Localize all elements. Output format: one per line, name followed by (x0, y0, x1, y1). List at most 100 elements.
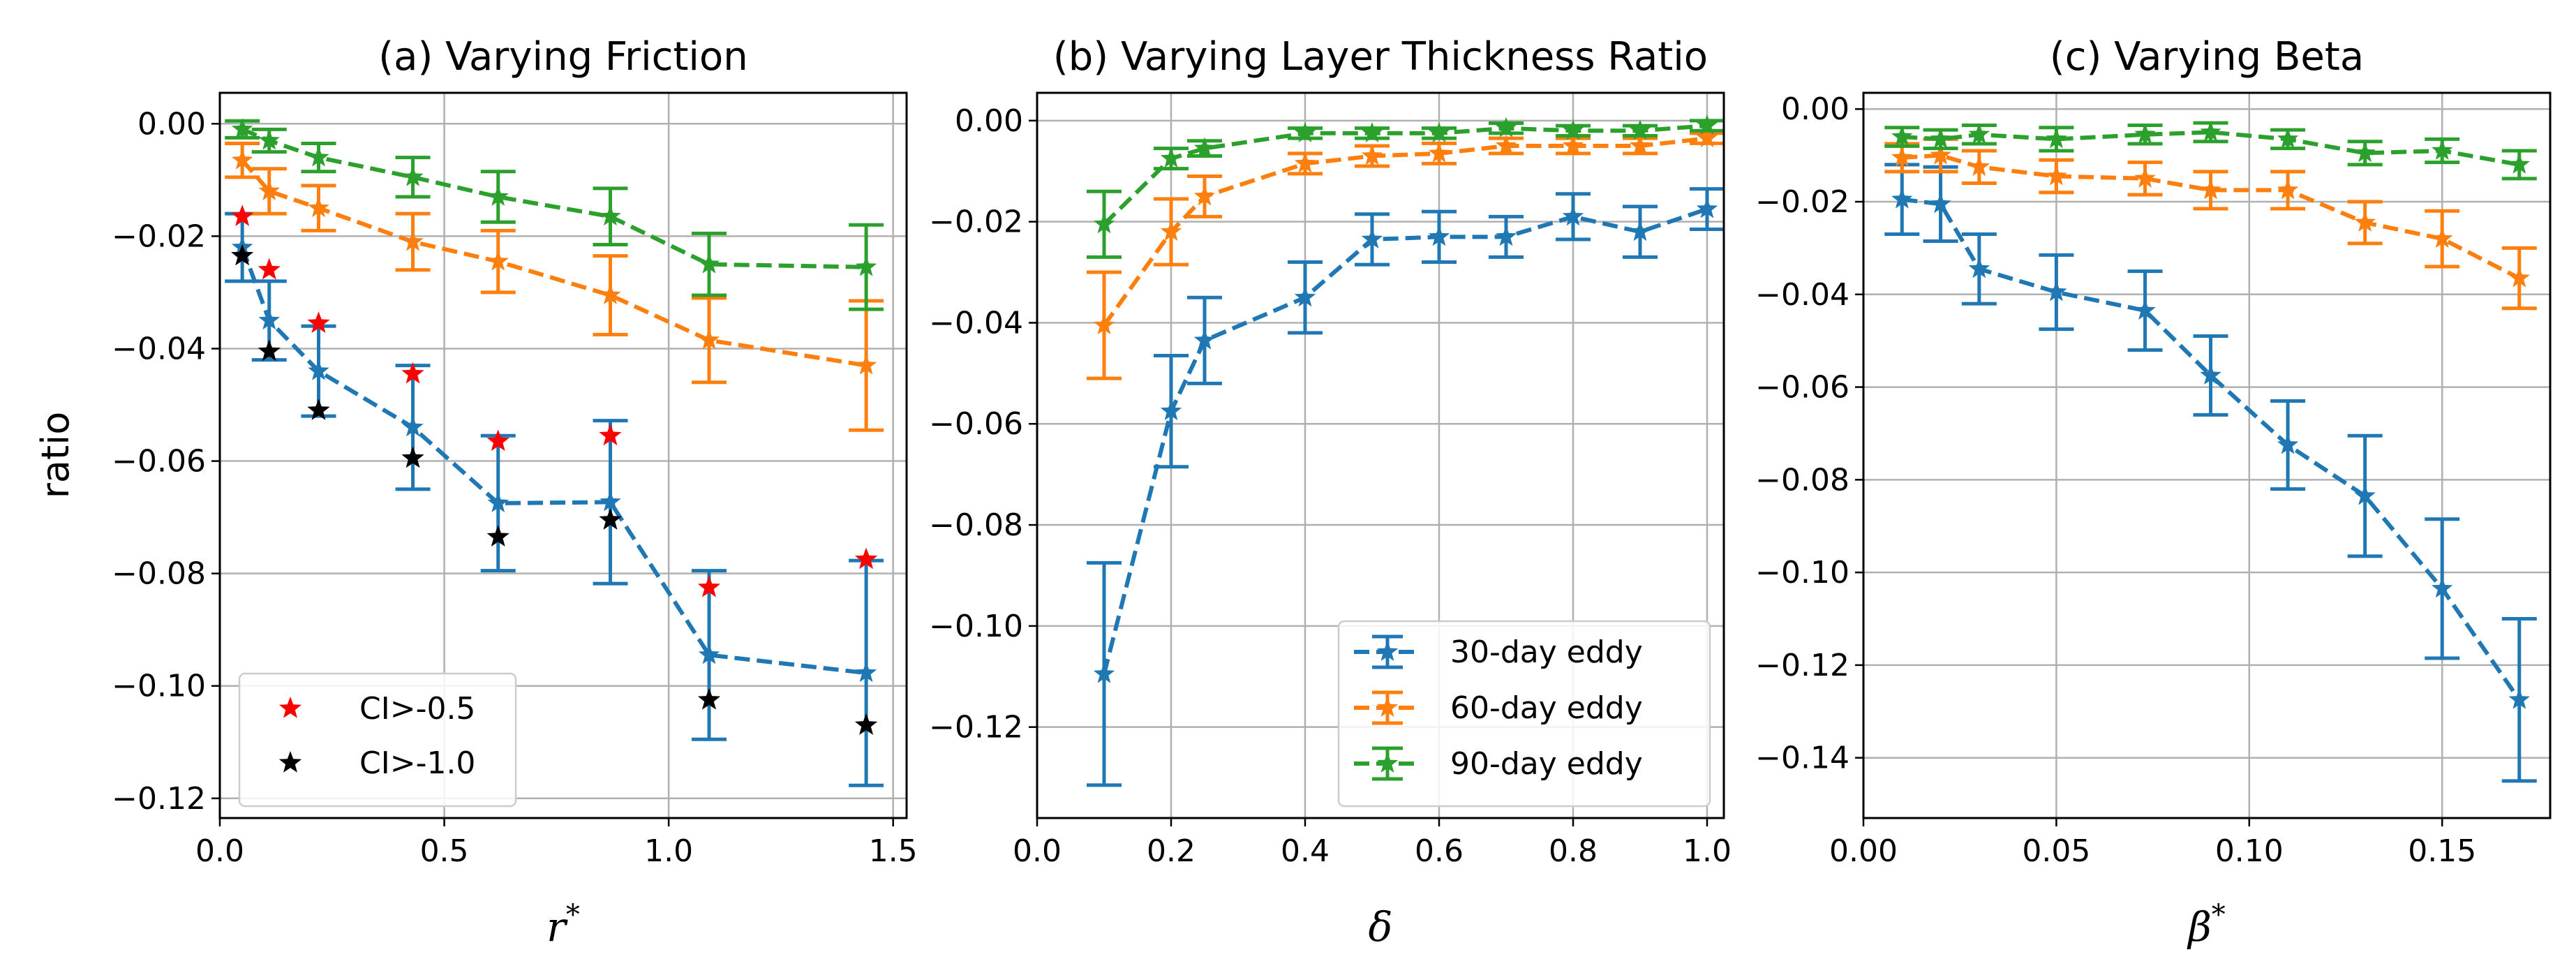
data-point (1361, 121, 1383, 142)
marker-point (258, 339, 281, 362)
data-point (2046, 165, 2067, 186)
x-tick-label: 0.0 (1013, 833, 1062, 869)
series-60-day-eddy (225, 141, 884, 432)
data-point (2200, 121, 2221, 142)
x-tick-label: 1.5 (869, 833, 918, 869)
legend: 30-day eddy 60-day eddy 90-day eddy (1337, 620, 1711, 808)
markers-CI>-0.5 (231, 205, 878, 597)
data-point (487, 186, 509, 206)
x-tick-label: 0.2 (1147, 833, 1196, 869)
data-point (2508, 267, 2530, 288)
data-point (2432, 228, 2453, 248)
data-point (1294, 152, 1316, 173)
y-tick-label: −0.14 (1755, 741, 1849, 776)
legend-marker (1376, 697, 1399, 717)
y-tick-label: −0.08 (929, 507, 1023, 543)
series-line (1102, 136, 1708, 327)
x-tick-label: 0.10 (2215, 833, 2284, 869)
data-point (2354, 142, 2376, 163)
series-line (240, 246, 867, 676)
legend-label: 90-day eddy (1450, 746, 1643, 782)
data-point (1193, 137, 1216, 158)
marker-point (231, 205, 254, 226)
series-line (1902, 130, 2520, 167)
data-point (2046, 128, 2067, 149)
marker-point (486, 429, 509, 452)
data-point (2508, 153, 2530, 174)
marker-point (854, 713, 878, 735)
y-tick-label: −0.12 (112, 781, 206, 817)
data-point (1562, 135, 1584, 155)
data-point (1968, 258, 1990, 278)
data-point (402, 416, 424, 437)
marker-point (307, 311, 330, 333)
panel-title: (b) Varying Layer Thickness Ratio (1053, 34, 1708, 80)
data-point (2134, 123, 2156, 144)
panel-c: 0.00 0.05 0.10 0.15 0.00 −0.02 −0.04 −0.06 −0.08… (1755, 34, 2552, 951)
series-60-day-eddy (1087, 127, 1725, 380)
data-point (855, 354, 877, 375)
marker-point (854, 547, 878, 570)
axes-frame (1036, 91, 1725, 819)
data-point (855, 662, 877, 683)
data-point (2354, 211, 2376, 232)
data-point (1428, 121, 1450, 142)
data-point (2432, 577, 2453, 598)
data-point (600, 205, 621, 226)
axes-frame (218, 91, 908, 819)
data-point (1495, 135, 1517, 155)
data-point (1294, 121, 1316, 142)
x-tick-label: 0.8 (1549, 833, 1598, 869)
panel-a: 0.0 0.5 1.0 1.5 0.00 −0.02 −0.04 −0.06 −0.08 −0.1… (112, 34, 918, 951)
data-point (1562, 205, 1584, 226)
data-point (2046, 281, 2067, 302)
data-point (1160, 147, 1182, 168)
y-tick-label: −0.04 (1755, 277, 1849, 313)
data-point (1093, 662, 1115, 683)
y-tick-label: −0.12 (1755, 648, 1849, 683)
marker-point (307, 399, 330, 420)
series-line (1902, 153, 2521, 281)
x-tick-label: 1.0 (644, 833, 693, 869)
data-point (308, 197, 329, 218)
data-point (487, 492, 509, 512)
legend-marker (1376, 641, 1399, 661)
data-point (2200, 364, 2221, 385)
x-tick-label: 0.5 (420, 833, 469, 869)
data-point (1891, 126, 1913, 146)
y-tick-label: −0.10 (1755, 555, 1849, 590)
y-tick-label: −0.08 (112, 556, 206, 592)
x-tick-label: 1.0 (1683, 833, 1732, 869)
data-point (698, 253, 720, 274)
panel-title: (c) Varying Beta (2050, 34, 2364, 80)
panel-title: (a) Varying Friction (378, 34, 747, 80)
y-tick-label: 0.00 (137, 106, 206, 142)
marker-point (231, 244, 254, 266)
data-point (1361, 228, 1383, 248)
data-point (1891, 146, 1913, 167)
y-tick-label: −0.06 (112, 444, 206, 480)
legend-label: 30-day eddy (1450, 634, 1643, 670)
legend-label: 60-day eddy (1450, 690, 1643, 726)
panel-b: 0.0 0.2 0.4 0.6 0.8 1.0 0.00 −0.02 −0.04 −0.06 −0.… (929, 34, 1732, 951)
data-point (600, 491, 621, 512)
axes-frame (1862, 91, 2552, 819)
x-axis-label: δ (1369, 903, 1393, 951)
data-point (2354, 484, 2376, 505)
marker-point (697, 575, 721, 597)
legend-marker (278, 751, 302, 773)
y-tick-label: −0.06 (1755, 370, 1849, 406)
data-point (1968, 156, 1990, 177)
markers-CI>-1.0 (231, 244, 878, 735)
y-tick-label: −0.02 (112, 218, 206, 254)
data-point (1629, 119, 1651, 140)
data-point (1160, 221, 1182, 242)
marker-point (599, 424, 622, 446)
marker-point (697, 688, 721, 710)
y-tick-label: −0.04 (929, 305, 1023, 341)
data-point (402, 165, 424, 186)
y-tick-label: −0.06 (929, 406, 1023, 442)
series-60-day-eddy (1884, 137, 2537, 311)
data-point (1428, 142, 1450, 163)
data-point (258, 129, 280, 150)
